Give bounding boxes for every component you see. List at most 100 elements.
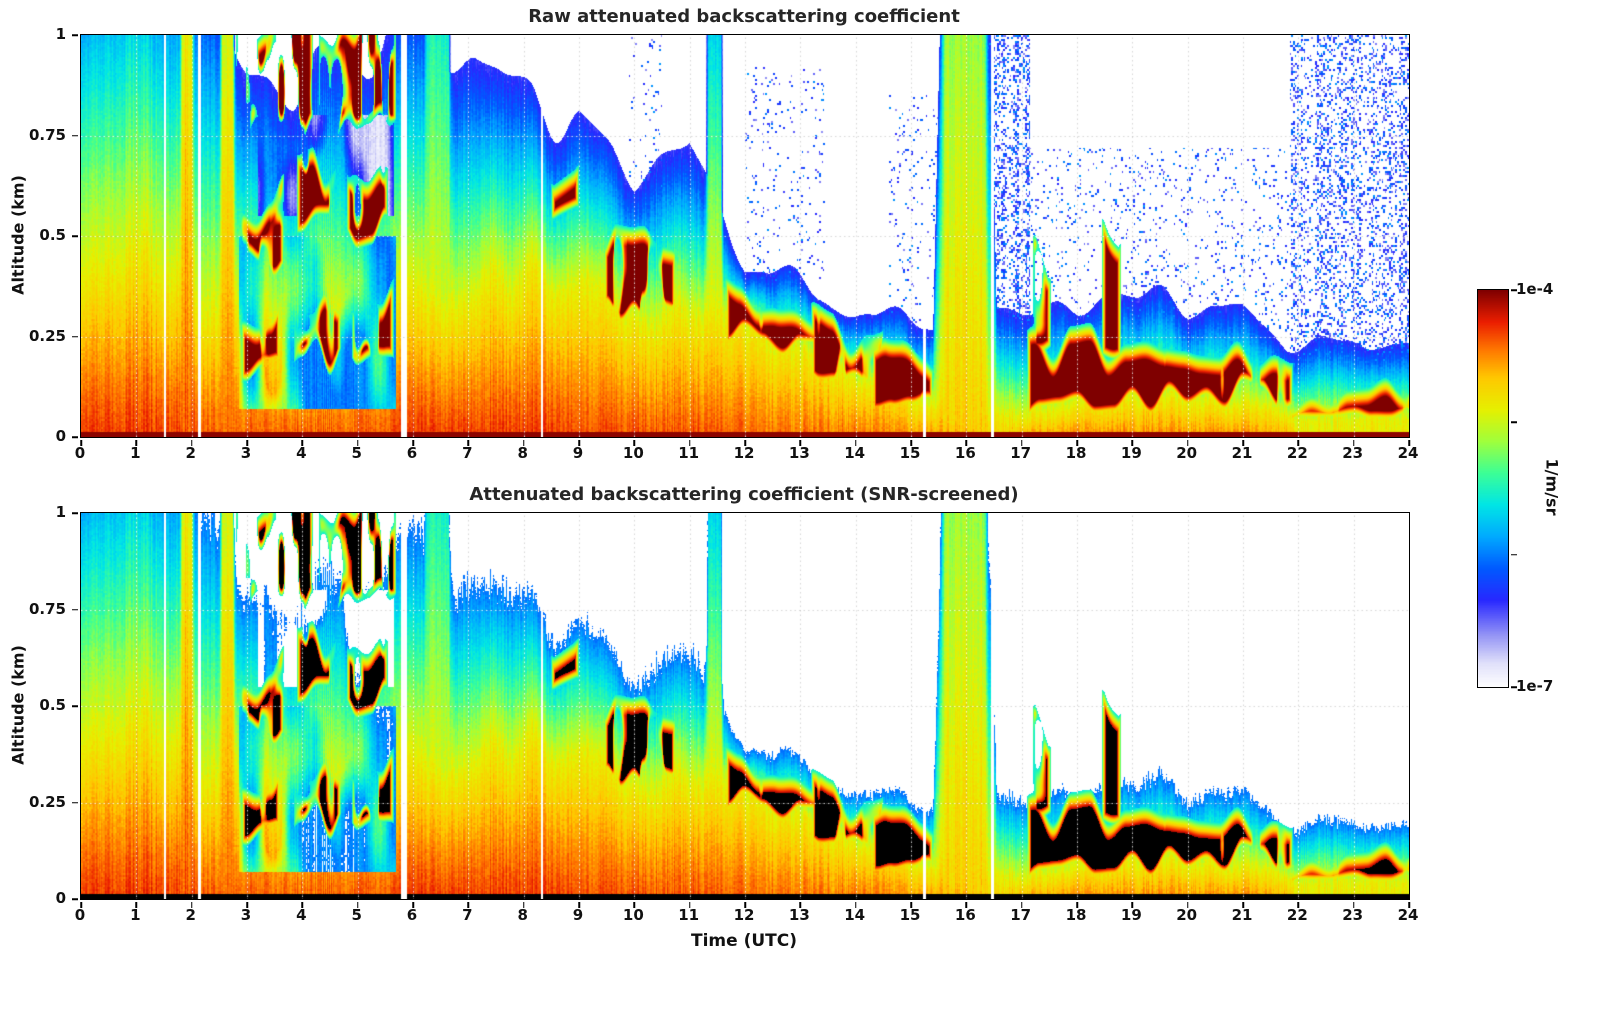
x-tick xyxy=(1242,902,1244,908)
x-tick-label: 23 xyxy=(1342,906,1364,924)
x-tick-label: 7 xyxy=(462,906,473,924)
x-tick-label: 21 xyxy=(1231,906,1253,924)
x-tick-label: 22 xyxy=(1286,906,1308,924)
colorbar-tick xyxy=(1511,421,1517,424)
colorbar-max-label: 1e-4 xyxy=(1516,280,1554,298)
y-tick-label: 1 xyxy=(55,503,66,521)
x-tick xyxy=(799,902,802,908)
y-tick xyxy=(72,436,78,438)
x-tick-label: 1 xyxy=(130,444,141,462)
colorbar-tick xyxy=(1511,553,1517,556)
x-tick xyxy=(1186,440,1189,446)
x-tick-label: 16 xyxy=(954,444,976,462)
x-tick-label: 17 xyxy=(1010,906,1032,924)
x-tick xyxy=(301,440,304,446)
x-tick-label: 21 xyxy=(1231,444,1253,462)
x-tick-label: 14 xyxy=(844,444,866,462)
y-tick-label: 0.25 xyxy=(28,326,66,345)
x-tick-label: 16 xyxy=(954,906,976,924)
x-tick xyxy=(1186,902,1189,908)
x-tick xyxy=(467,440,470,446)
x-tick-label: 23 xyxy=(1342,444,1364,462)
x-tick-label: 0 xyxy=(74,444,86,462)
colorbar-tick xyxy=(1511,289,1517,291)
x-tick xyxy=(1131,902,1134,908)
x-tick xyxy=(190,902,193,908)
x-tick xyxy=(522,440,525,446)
x-tick-label: 5 xyxy=(351,444,362,462)
x-tick-label: 17 xyxy=(1010,444,1032,462)
x-tick-label: 6 xyxy=(406,444,418,462)
x-tick-labels-screened: 0 1 2 3 4 5 6 7 8 9 10 11 12 13 14 15 16 17 18 19 20 21 22 23 24 xyxy=(75,906,1419,926)
x-tick xyxy=(1020,902,1023,908)
x-tick-label: 20 xyxy=(1176,444,1198,462)
x-tick xyxy=(910,440,912,446)
x-tick-label: 2 xyxy=(185,444,196,462)
x-tick xyxy=(799,440,802,446)
x-tick-label: 15 xyxy=(899,906,921,924)
y-tick-labels-raw: 0 0.25 0.5 0.75 1 xyxy=(0,25,74,445)
panel-title-raw: Raw attenuated backscattering coefficien… xyxy=(528,6,960,27)
x-tick xyxy=(80,440,82,446)
x-tick-label: 9 xyxy=(572,906,584,924)
heatmap-canvas-raw xyxy=(81,35,1409,437)
x-tick xyxy=(910,902,912,908)
y-tick xyxy=(72,235,78,237)
heatmap-plot-screened xyxy=(72,512,1410,908)
x-tick xyxy=(356,440,359,446)
x-tick-label: 15 xyxy=(899,444,921,462)
x-tick-label: 12 xyxy=(733,906,755,924)
x-tick xyxy=(1076,902,1078,908)
x-tick-label: 18 xyxy=(1065,906,1087,924)
x-tick-label: 10 xyxy=(622,444,644,462)
x-tick xyxy=(578,440,580,446)
colorbar-unit-label: 1/m/sr xyxy=(1542,458,1562,516)
x-tick-label: 20 xyxy=(1176,906,1198,924)
y-tick xyxy=(72,898,78,900)
y-tick xyxy=(72,134,78,137)
x-tick-label: 1 xyxy=(130,906,141,924)
y-tick xyxy=(72,34,78,36)
x-tick-label: 22 xyxy=(1286,444,1308,462)
y-tick-label: 0 xyxy=(55,889,66,907)
y-tick xyxy=(72,335,78,338)
x-tick xyxy=(467,902,470,908)
x-tick-label: 13 xyxy=(788,444,810,462)
x-tick-label: 10 xyxy=(622,906,644,924)
y-tick-labels-screened: 0 0.25 0.5 0.75 1 xyxy=(0,503,74,907)
x-tick xyxy=(1076,440,1078,446)
x-tick xyxy=(965,902,968,908)
x-tick xyxy=(522,902,525,908)
x-tick-label: 14 xyxy=(844,906,866,924)
x-tick xyxy=(135,902,138,908)
x-tick xyxy=(80,902,82,908)
x-tick xyxy=(854,902,857,908)
x-tick-label: 4 xyxy=(296,906,307,924)
x-tick xyxy=(301,902,304,908)
x-tick xyxy=(356,902,359,908)
x-tick xyxy=(578,902,580,908)
x-tick-labels-raw: 0 1 2 3 4 5 6 7 8 9 10 11 12 13 14 15 16 17 18 19 20 21 22 23 24 xyxy=(75,444,1419,464)
x-tick-label: 3 xyxy=(240,906,252,924)
x-tick xyxy=(412,902,414,908)
x-tick-label: 5 xyxy=(351,906,362,924)
x-tick xyxy=(1408,902,1410,908)
x-tick-label: 2 xyxy=(185,906,196,924)
x-tick-label: 9 xyxy=(572,444,584,462)
y-tick-label: 0 xyxy=(55,427,66,445)
y-tick-label: 0.75 xyxy=(28,125,66,144)
x-tick-label: 8 xyxy=(517,444,528,462)
x-tick-label: 19 xyxy=(1120,444,1142,462)
x-tick-label: 6 xyxy=(406,906,418,924)
x-tick-label: 4 xyxy=(296,444,307,462)
x-tick-label: 18 xyxy=(1065,444,1087,462)
x-tick xyxy=(688,902,691,908)
x-tick xyxy=(633,902,636,908)
y-tick xyxy=(72,608,78,611)
x-tick-label: 13 xyxy=(788,906,810,924)
heatmap-canvas-screened xyxy=(81,513,1409,899)
panel-title-screened: Attenuated backscattering coefficient (S… xyxy=(469,484,1019,505)
x-tick-label: 12 xyxy=(733,444,755,462)
x-tick xyxy=(1352,902,1355,908)
